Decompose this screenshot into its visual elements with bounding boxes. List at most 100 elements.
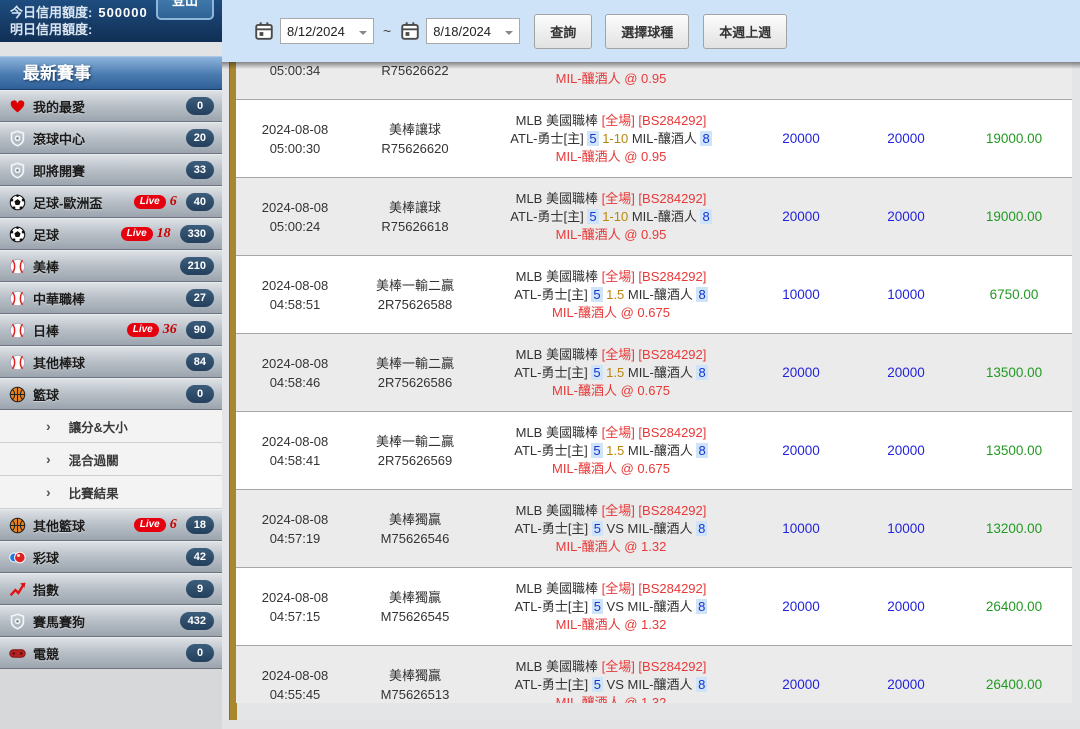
calendar-icon[interactable]	[254, 21, 274, 41]
sidebar-item[interactable]: 滾球中心 20	[0, 122, 222, 154]
bet-datetime-cell: 2024-08-08 04:58:46	[236, 354, 354, 392]
sidebar-item-label: 賽馬賽狗	[33, 614, 86, 630]
sidebar-item[interactable]: 美棒 210	[0, 250, 222, 282]
away-score: 8	[696, 442, 708, 458]
bet-match-line: ATL-勇士[主] 5 1.5 MIL-釀酒人 8	[514, 286, 708, 302]
bet-type-cell: 美棒讓球 R75626620	[354, 120, 476, 158]
live-count: 18	[156, 226, 171, 241]
calendar-icon[interactable]	[400, 21, 420, 41]
bet-valid-amount: 20000	[887, 677, 925, 692]
bet-date: 2024-08-08	[261, 511, 329, 527]
sidebar-item-label: 指數	[33, 582, 60, 598]
sidebar-item[interactable]: 彩球 42	[0, 541, 222, 573]
bet-type-cell: 美棒一輸二贏 2R75626569	[354, 432, 476, 470]
bet-pick-line: MIL-釀酒人 @ 1.32	[555, 538, 667, 554]
away-score: 8	[696, 520, 708, 536]
bet-amount: 20000	[782, 599, 820, 614]
sidebar-item[interactable]: 賽馬賽狗 432	[0, 605, 222, 637]
bet-result: 13500.00	[985, 365, 1043, 380]
sidebar-item-label: 足球	[33, 227, 60, 243]
index-icon	[9, 581, 26, 598]
sidebar-item[interactable]: 足球 Live 18 330	[0, 218, 222, 250]
chevron-right-icon: ›	[46, 418, 51, 434]
sidebar-item-label: 足球-歐洲盃	[33, 195, 103, 211]
bet-description-cell: MIL-釀酒人 @ 0.95	[476, 62, 746, 88]
sidebar-menu: 我的最愛 0 滾球中心 20 即將開賽 33 足球-歐洲盃 Live 6 40 足球 Live 18 33…	[0, 90, 222, 669]
date-from-input[interactable]: 8/12/2024	[280, 18, 374, 44]
bet-description-cell: MLB 美國職棒 [全場] [BS284292] ATL-勇士[主] 5 1-10…	[476, 112, 746, 166]
bet-pick-line: MIL-釀酒人 @ 0.675	[552, 460, 670, 476]
sidebar: 最新賽事 我的最愛 0 滾球中心 20 即將開賽 33 足球-歐洲盃 Live 6 40 足球 Liv…	[0, 56, 222, 729]
bet-result: 19000.00	[985, 209, 1043, 224]
shield-ball-icon	[9, 612, 26, 630]
sidebar-item[interactable]: 指數 9	[0, 573, 222, 605]
sidebar-subitem[interactable]: › 混合過關	[0, 443, 222, 476]
bet-league-line: MLB 美國職棒 [全場] [BS284292]	[515, 190, 707, 206]
bet-type: 美棒一輸二贏	[375, 433, 454, 449]
bet-type: 美棒一輸二贏	[375, 355, 454, 371]
count-badge: 42	[185, 548, 214, 566]
sidebar-item[interactable]: 籃球 0	[0, 378, 222, 410]
baseball-icon	[9, 290, 26, 307]
shield-ball-icon	[9, 161, 26, 179]
date-to-input[interactable]: 8/18/2024	[426, 18, 521, 44]
sidebar-item[interactable]: 電競 0	[0, 637, 222, 669]
bet-amount: 10000	[782, 287, 820, 302]
bet-result: 26400.00	[985, 599, 1043, 614]
sidebar-item-label: 籃球	[33, 387, 60, 403]
today-credit-value: 500000	[98, 5, 148, 20]
bet-type: 美棒讓球	[388, 121, 441, 137]
bet-description-cell: MLB 美國職棒 [全場] [BS284292] ATL-勇士[主] 5 VS M…	[476, 502, 746, 556]
live-badge: Live	[133, 195, 166, 209]
bet-pick-line: MIL-釀酒人 @ 0.95	[555, 70, 667, 86]
chevron-right-icon: ›	[46, 451, 51, 467]
bet-type: 美棒獨贏	[388, 667, 441, 683]
bet-id: M75626546	[380, 530, 450, 546]
sidebar-item[interactable]: 我的最愛 0	[0, 90, 222, 122]
bet-row: 2024-08-08 04:57:19 美棒獨贏 M75626546 MLB 美國職棒 …	[236, 490, 1072, 568]
logout-button[interactable]: 登出	[156, 0, 214, 20]
bet-id: R75626620	[381, 140, 449, 156]
bet-match-line: ATL-勇士[主] 5 1-10 MIL-釀酒人 8	[510, 208, 712, 224]
sidebar-subitem[interactable]: › 比賽結果	[0, 476, 222, 509]
gold-accent-bar	[229, 62, 237, 720]
sidebar-item[interactable]: 其他棒球 84	[0, 346, 222, 378]
bet-type: 美棒一輸二贏	[375, 277, 454, 293]
bet-type-cell: 美棒一輸二贏 2R75626586	[354, 354, 476, 392]
bet-row: 2024-08-08 04:55:45 美棒獨贏 M75626513 MLB 美國職棒 …	[236, 646, 1072, 703]
bet-row: 2024-08-08 04:58:41 美棒一輸二贏 2R75626569 MLB 美國…	[236, 412, 1072, 490]
select-sport-button[interactable]: 選擇球種	[605, 13, 690, 49]
esports-icon	[9, 645, 26, 662]
live-count: 6	[169, 517, 177, 532]
live-badge: Live	[126, 323, 159, 337]
sidebar-item[interactable]: 其他籃球 Live 6 18	[0, 509, 222, 541]
bet-pick-line: MIL-釀酒人 @ 0.95	[555, 226, 667, 242]
sidebar-item-label: 中華職棒	[33, 291, 86, 307]
count-badge: 90	[185, 321, 214, 339]
bet-result: 6750.00	[989, 287, 1039, 302]
bet-valid-amount: 10000	[887, 521, 925, 536]
bet-amount: 20000	[782, 677, 820, 692]
bet-date: 2024-08-08	[261, 433, 329, 449]
query-button[interactable]: 查詢	[534, 13, 593, 49]
sidebar-item[interactable]: 即將開賽 33	[0, 154, 222, 186]
sidebar-subitem-label: 讓分&大小	[68, 420, 128, 435]
bet-time: 05:00:30	[269, 140, 321, 156]
home-score: 5	[591, 676, 603, 692]
sidebar-item[interactable]: 中華職棒 27	[0, 282, 222, 314]
basketball-icon	[9, 386, 26, 403]
sidebar-subitem[interactable]: › 讓分&大小	[0, 410, 222, 443]
count-badge: 20	[185, 129, 214, 147]
week-toggle-button[interactable]: 本週上週	[703, 13, 788, 49]
sidebar-item[interactable]: 足球-歐洲盃 Live 6 40	[0, 186, 222, 218]
sidebar-header: 最新賽事	[0, 56, 222, 90]
bet-date: 2024-08-08	[261, 121, 329, 137]
bet-row: 2024-08-08 05:00:30 美棒讓球 R75626620 MLB 美國職棒 …	[236, 100, 1072, 178]
sidebar-item[interactable]: 日棒 Live 36 90	[0, 314, 222, 346]
bet-type-cell: 美棒獨贏 M75626545	[354, 588, 476, 626]
bet-valid-amount: 20000	[887, 209, 925, 224]
bet-datetime-cell: 2024-08-08 05:00:24	[236, 198, 354, 236]
bet-id: 2R75626569	[377, 452, 453, 468]
count-badge: 330	[179, 225, 214, 243]
bet-league-line: MLB 美國職棒 [全場] [BS284292]	[515, 112, 707, 128]
